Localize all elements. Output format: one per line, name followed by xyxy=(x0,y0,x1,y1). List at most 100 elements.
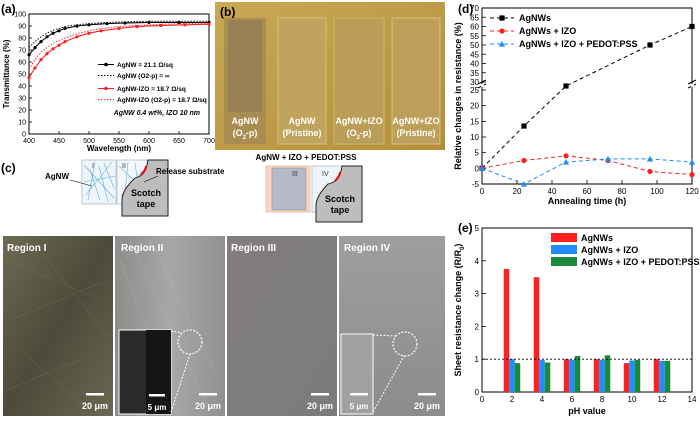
bar-agnws-izo-ph10 xyxy=(629,360,635,392)
series-a-point xyxy=(87,23,91,27)
series-a-point xyxy=(57,43,61,47)
region-1-label: Region I xyxy=(7,243,47,254)
y-tick-label: 65 xyxy=(470,13,479,22)
x-tick-label: 2 xyxy=(510,395,515,404)
series-a-point xyxy=(63,26,67,30)
legend-d-marker xyxy=(499,28,505,34)
bar-agnws-ph4 xyxy=(533,277,540,392)
series-a-point xyxy=(57,29,61,33)
y-tick-label: 0 xyxy=(22,132,26,139)
y-tick-label: 30 xyxy=(18,96,26,103)
y-tick-label: 100 xyxy=(14,12,26,19)
svg-text:tape: tape xyxy=(137,199,156,209)
diagram-right-title: AgNW + IZO + PEDOT:PSS xyxy=(256,153,358,162)
series-a-point xyxy=(51,31,55,35)
release-substrate-callout: Release substrate xyxy=(156,167,225,176)
axis-break-mark xyxy=(687,79,697,85)
x-tick-label: 400 xyxy=(23,138,35,145)
legend-d-label-2: AgNWs + IZO xyxy=(519,26,576,36)
series-d-line-1 xyxy=(481,26,693,169)
series-d-point xyxy=(604,155,612,162)
bar-agnws-izo-ph6 xyxy=(569,359,575,392)
y-tick-label: 20 xyxy=(470,102,479,111)
y-tick-label: 3 xyxy=(475,290,480,299)
series-a-point xyxy=(27,76,31,80)
svg-text:I: I xyxy=(92,163,94,170)
micrographs: Region I Region II Region III Region IV … xyxy=(3,236,445,417)
y-tick-label: 1 xyxy=(475,355,480,364)
x-tick-label: 700 xyxy=(203,138,215,145)
x-tick-label: 120 xyxy=(685,187,699,196)
series-d-point xyxy=(647,168,653,175)
series-a-point xyxy=(27,53,31,57)
y-tick-label: 5 xyxy=(475,224,480,233)
y-tick-label: 5 xyxy=(475,149,480,158)
series-a-point xyxy=(63,40,67,44)
panel-d-series xyxy=(478,23,696,187)
strip-sublabel-2: (Pristine) xyxy=(282,128,321,138)
bar-agnws-izo-pedot-pss-ph10 xyxy=(634,359,641,392)
legend-d-marker xyxy=(499,15,505,21)
x-tick-label: 650 xyxy=(173,138,185,145)
panel-e-bars xyxy=(482,269,692,392)
strip-sublabel-part: -p) xyxy=(360,128,372,138)
bar-agnws-ph8 xyxy=(593,359,600,392)
series-a-point xyxy=(33,46,37,50)
strip-label-1: AgNW xyxy=(232,116,259,126)
x-tick-label: 40 xyxy=(548,187,557,196)
series-d-line-2 xyxy=(481,155,693,176)
panel-e-xlabel: pH value xyxy=(568,406,606,416)
bar-agnws-izo-pedot-pss-ph4 xyxy=(544,362,551,392)
panel-c: (c) I II Scotch tape AgNW Release substr… xyxy=(1,153,445,417)
svg-text:III: III xyxy=(292,171,298,178)
y-tick-label: 0 xyxy=(475,388,480,397)
strip-4 xyxy=(391,17,441,145)
x-tick-label: 8 xyxy=(600,395,605,404)
legend-e-swatch-2 xyxy=(551,245,577,254)
axis-break-mark xyxy=(477,79,487,85)
series-d-point xyxy=(689,23,695,30)
region-3-label: Region III xyxy=(231,243,276,254)
series-d-line-3 xyxy=(481,158,693,185)
micrograph-region-1 xyxy=(3,236,113,416)
panel-a-label: (a) xyxy=(1,2,16,16)
x-tick-label: 450 xyxy=(53,138,65,145)
series-a-point xyxy=(87,31,91,35)
strip-sublabel-1: (O2-p) xyxy=(233,128,258,141)
strip-sublabel-sub: 2 xyxy=(243,135,247,141)
y-tick-label: 30 xyxy=(470,78,479,87)
y-tick-label: 4 xyxy=(475,257,480,266)
y-tick-label: 10 xyxy=(470,133,479,142)
strip-label-3: AgNW+IZO xyxy=(335,116,382,126)
series-d-point xyxy=(689,172,695,178)
bar-agnws-izo-pedot-pss-ph12 xyxy=(664,360,671,392)
series-a-line-4 xyxy=(28,22,210,70)
x-tick-label: 0 xyxy=(480,187,485,196)
panel-d-axes xyxy=(481,7,693,185)
bar-agnws-izo-ph4 xyxy=(539,359,545,392)
panel-a: (a) 400 450 500 550 600 650 700 0 10 20 30 40 50 60 70… xyxy=(1,2,215,153)
bar-agnws-ph2 xyxy=(503,269,510,392)
x-tick-label: 550 xyxy=(113,138,125,145)
y-tick-label: 80 xyxy=(18,36,26,43)
y-tick-label: 40 xyxy=(470,60,479,69)
legend-e-swatch-1 xyxy=(551,233,577,242)
y-tick-label: 50 xyxy=(470,41,479,50)
series-a-point xyxy=(39,40,43,44)
panel-d-label: (d) xyxy=(458,2,473,16)
x-tick-label: 100 xyxy=(650,187,664,196)
series-a-point xyxy=(99,29,103,33)
panel-e-legend: AgNWs AgNWs + IZO AgNWs + IZO + PEDOT:PSS xyxy=(551,233,700,267)
panel-c-label: (c) xyxy=(1,161,16,175)
strip-2 xyxy=(277,17,327,145)
x-tick-label: 10 xyxy=(628,395,637,404)
strip-sublabel-3: (O2-p) xyxy=(347,128,372,141)
x-tick-label: 60 xyxy=(583,187,592,196)
legend-d-label-3: AgNWs + IZO + PEDOT:PSS xyxy=(519,39,638,49)
scale-bar-4: 20 μm xyxy=(414,401,440,411)
panel-e-label: (e) xyxy=(458,221,473,235)
y-tick-label: 0 xyxy=(475,164,480,173)
legend-e-swatch-3 xyxy=(551,257,577,266)
strip-sublabel-4: (Pristine) xyxy=(396,128,435,138)
